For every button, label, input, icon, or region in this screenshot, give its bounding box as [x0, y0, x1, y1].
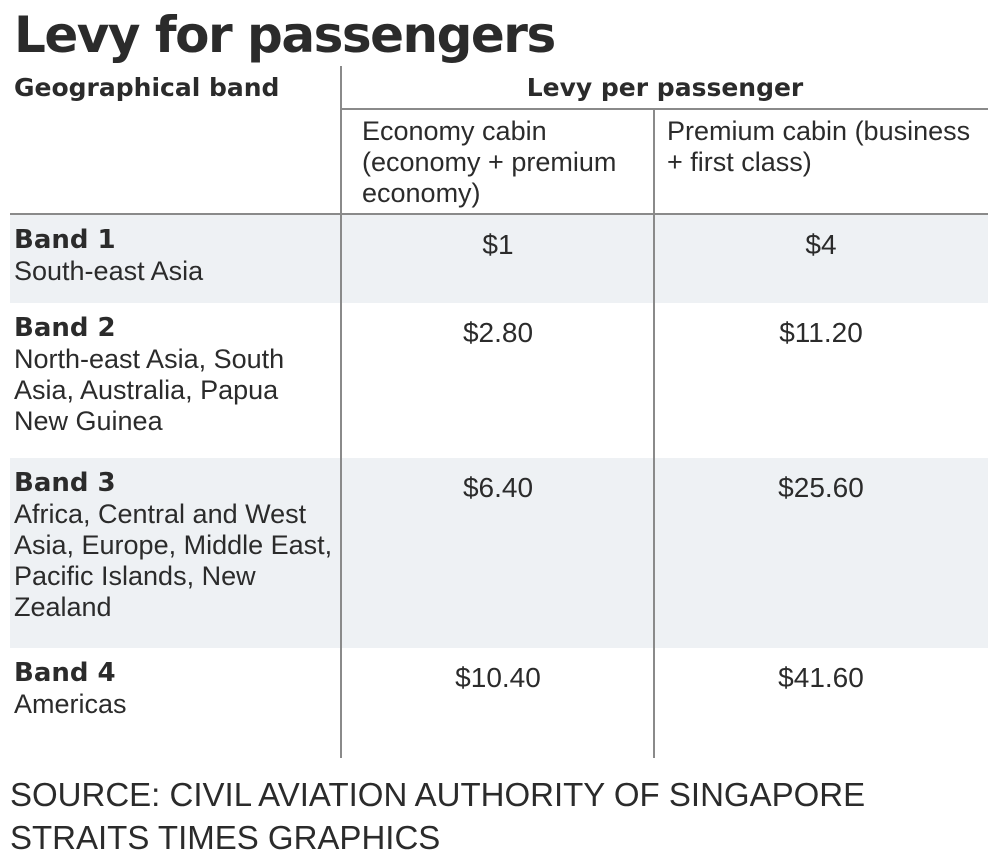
band-name: Band 2 — [14, 313, 116, 343]
band-regions: Americas — [14, 689, 127, 719]
table-row: Band 2 North-east Asia, South Asia, Austr… — [10, 303, 988, 458]
chart-title: Levy for passengers — [14, 6, 556, 64]
header-bottom-rule — [10, 213, 988, 215]
table-row: Band 3 Africa, Central and West Asia, Eur… — [10, 458, 988, 648]
credit-note: STRAITS TIMES GRAPHICS — [10, 819, 441, 856]
premium-levy-value: $4 — [805, 229, 837, 260]
band-name: Band 4 — [14, 658, 116, 688]
band-regions: Africa, Central and West Asia, Europe, M… — [14, 499, 333, 622]
economy-levy-value: $2.80 — [462, 317, 534, 348]
premium-levy-value: $25.60 — [778, 472, 864, 503]
economy-levy-value: $1 — [482, 229, 514, 260]
band-regions: South-east Asia — [14, 256, 204, 286]
geographical-band-header: Geographical band — [14, 73, 280, 102]
band-name: Band 3 — [14, 468, 116, 498]
economy-cabin-header: Economy cabin (economy + premium economy… — [362, 116, 617, 208]
levy-header-underline — [342, 108, 988, 110]
band-regions: North-east Asia, South Asia, Australia, … — [14, 344, 285, 436]
column-divider-1 — [340, 66, 342, 758]
band-name: Band 1 — [14, 225, 116, 255]
premium-levy-value: $41.60 — [778, 662, 864, 693]
source-note: SOURCE: CIVIL AVIATION AUTHORITY OF SING… — [10, 776, 866, 813]
table-row: Band 4 Americas $10.40 $41.60 — [10, 648, 988, 758]
column-divider-2 — [653, 110, 655, 758]
premium-levy-value: $11.20 — [779, 317, 863, 348]
levy-per-passenger-header: Levy per passenger — [526, 73, 804, 102]
table-row: Band 1 South-east Asia $1 $4 — [10, 215, 988, 303]
economy-levy-value: $6.40 — [462, 472, 534, 503]
premium-cabin-header: Premium cabin (business + first class) — [667, 116, 971, 177]
economy-levy-value: $10.40 — [455, 662, 541, 693]
